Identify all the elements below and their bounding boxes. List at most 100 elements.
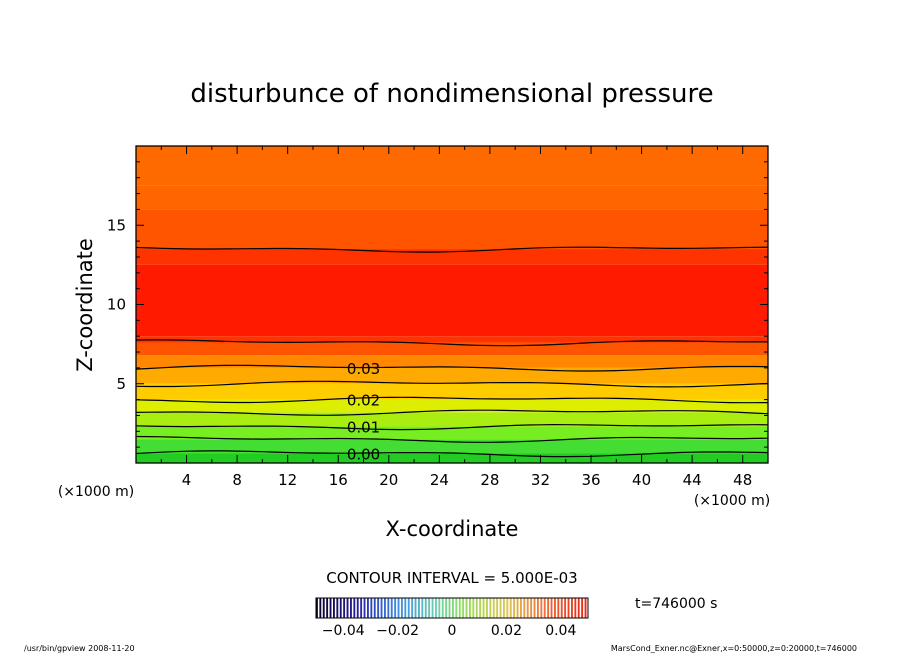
colorbar-cell-42 [458, 598, 461, 618]
contour-band-4 [136, 399, 768, 413]
colorbar-cell-78 [581, 598, 584, 618]
x-tick-label-32: 32 [531, 471, 550, 489]
x-tick-label-48: 48 [733, 471, 752, 489]
colorbar-cell-43 [462, 598, 465, 618]
contour-label-2: 0.02 [347, 392, 380, 410]
contour-band-12 [136, 209, 768, 250]
colorbar-cell-3 [326, 598, 329, 618]
colorbar-cell-60 [520, 598, 522, 618]
colorbar-cell-29 [414, 598, 417, 618]
colorbar-tick-label-2: 0 [448, 623, 457, 639]
colorbar-cell-51 [489, 598, 492, 618]
colorbar-cell-17 [373, 598, 376, 618]
colorbar-cell-55 [503, 598, 505, 618]
y-tick-label-5: 5 [116, 375, 126, 393]
colorbar-cell-65 [537, 598, 539, 618]
x-unit-right: (×1000 m) [694, 493, 770, 509]
contour-band-3 [136, 412, 768, 427]
contour-interval-label: CONTOUR INTERVAL = 5.000E-03 [326, 569, 577, 587]
colorbar-cell-48 [479, 598, 482, 618]
contour-label-0: 0.00 [347, 445, 380, 463]
colorbar-cell-68 [547, 598, 550, 618]
colorbar-cell-57 [509, 598, 512, 618]
colorbar-cell-62 [526, 598, 529, 618]
colorbar-cell-40 [452, 598, 454, 618]
contour-line-8 [135, 246, 769, 253]
contour-band-0 [136, 453, 768, 463]
contour-label-3: 0.03 [347, 360, 380, 378]
contour-band-1 [136, 439, 768, 454]
colorbar-cell-9 [346, 598, 349, 618]
x-unit-left: (×1000 m) [58, 484, 134, 500]
colorbar-cell-64 [533, 598, 536, 618]
colorbar-cell-2 [322, 598, 325, 618]
x-tick-label-36: 36 [581, 471, 600, 489]
contour-line-7 [135, 339, 768, 347]
colorbar-cell-53 [496, 598, 499, 618]
colorbar-cell-75 [571, 598, 573, 618]
contour-band-14 [136, 146, 768, 186]
colorbar-tick-label-4: 0.04 [545, 623, 576, 639]
colorbar-cell-47 [475, 598, 478, 618]
colorbar-cell-50 [486, 598, 488, 618]
colorbar-cell-31 [421, 598, 424, 618]
colorbar-cell-33 [428, 598, 431, 618]
colorbar: −0.04 −0.02 0 0.02 0.04 [315, 597, 589, 639]
y-axis-label: Z-coordinate [73, 238, 97, 372]
colorbar-cell-8 [343, 598, 346, 618]
plot-area: 0.000.010.020.034 8 12 16 20 24 28 32 36 40 44 4851… [107, 145, 769, 489]
x-tick-label-40: 40 [632, 471, 651, 489]
colorbar-cell-6 [336, 598, 339, 618]
footer-right: MarsCond_Exner.nc@Exner,x=0:50000,z=0:20… [611, 644, 857, 653]
x-axis-label: X-coordinate [386, 517, 519, 541]
contour-band-13 [136, 185, 768, 210]
colorbar-cell-76 [574, 598, 577, 618]
colorbar-cell-44 [465, 598, 468, 618]
colorbar-cell-71 [557, 598, 560, 618]
contour-line-5 [135, 380, 769, 388]
colorbar-tick-label-3: 0.02 [491, 623, 522, 639]
colorbar-tick-label-0: −0.04 [322, 623, 365, 639]
colorbar-cell-61 [523, 598, 526, 618]
contour-band-11 [136, 249, 768, 265]
footer-left: /usr/bin/gpview 2008-11-20 [24, 644, 135, 653]
colorbar-cell-20 [384, 598, 386, 618]
colorbar-cell-23 [394, 598, 397, 618]
colorbar-cell-18 [377, 598, 380, 618]
contour-line-4 [135, 396, 769, 404]
colorbar-cell-39 [448, 598, 451, 618]
contour-band-2 [136, 426, 768, 440]
colorbar-cell-13 [360, 598, 363, 618]
contour-band-9 [136, 336, 768, 343]
colorbar-cell-69 [550, 598, 553, 618]
colorbar-cell-12 [356, 598, 359, 618]
contour-line-0 [135, 450, 769, 458]
colorbar-cell-70 [554, 598, 556, 618]
colorbar-cell-4 [329, 598, 332, 618]
contour-line-6 [135, 364, 769, 372]
x-tick-label-12: 12 [278, 471, 297, 489]
colorbar-cell-7 [339, 598, 342, 618]
colorbar-cell-63 [530, 598, 533, 618]
colorbar-cell-79 [584, 598, 587, 618]
colorbar-cell-66 [540, 598, 543, 618]
colorbar-cell-1 [319, 598, 322, 618]
colorbar-cell-28 [411, 598, 414, 618]
colorbar-cell-25 [401, 598, 403, 618]
x-tick-label-20: 20 [379, 471, 398, 489]
colorbar-cell-38 [445, 598, 448, 618]
x-tick-label-4: 4 [182, 471, 192, 489]
colorbar-cell-56 [506, 598, 509, 618]
colorbar-cell-34 [431, 598, 434, 618]
contour-label-1: 0.01 [347, 419, 380, 437]
colorbar-cell-32 [424, 598, 427, 618]
x-tick-label-44: 44 [683, 471, 702, 489]
colorbar-tick-label-1: −0.02 [376, 623, 419, 639]
y-tick-label-15: 15 [107, 216, 126, 234]
x-tick-label-16: 16 [329, 471, 348, 489]
colorbar-cell-16 [370, 598, 373, 618]
colorbar-cell-21 [387, 598, 390, 618]
colorbar-cell-27 [407, 598, 410, 618]
colorbar-cell-67 [543, 598, 546, 618]
